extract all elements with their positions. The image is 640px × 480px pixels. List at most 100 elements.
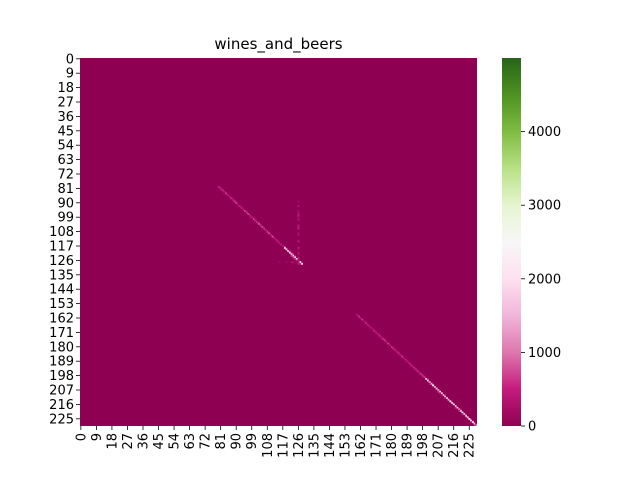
heatmap-cell — [409, 365, 412, 368]
heatmap-cell — [261, 226, 264, 228]
heatmap-cell — [297, 219, 300, 222]
heatmap-cell — [254, 218, 257, 220]
heatmap-cell — [376, 333, 379, 336]
heatmap-cell — [261, 227, 264, 230]
heatmap-cell — [271, 235, 274, 238]
heatmap-cell — [276, 240, 279, 243]
heatmap-cell — [390, 346, 393, 348]
heatmap-cell — [442, 394, 445, 396]
heatmap-cell — [240, 206, 243, 209]
heatmap-cell — [226, 194, 229, 196]
y-tick-label: 99 — [57, 211, 74, 226]
heatmap-cell — [452, 405, 455, 408]
heatmap-cell — [250, 218, 253, 220]
heatmap-cell — [407, 360, 410, 363]
heatmap-cell — [449, 398, 452, 401]
heatmap-cell — [285, 246, 288, 249]
heatmap-cell — [290, 251, 293, 254]
heatmap-cell — [369, 328, 373, 331]
heatmap-cell — [473, 424, 476, 426]
heatmap-cell — [297, 226, 300, 228]
x-tick-label: 117 — [276, 433, 291, 458]
heatmap-cell — [411, 365, 414, 368]
heatmap-cell — [264, 229, 267, 232]
heatmap-cell — [285, 248, 288, 251]
heatmap-cell — [420, 374, 423, 377]
heatmap-cell — [357, 315, 360, 318]
heatmap-cell — [295, 258, 298, 260]
heatmap-cell — [470, 421, 473, 424]
x-tick-label: 0 — [74, 433, 89, 441]
heatmap-cell — [297, 261, 300, 264]
heatmap-cell — [394, 347, 397, 350]
heatmap-cell — [257, 221, 260, 224]
heatmap-cell — [395, 350, 398, 353]
heatmap-cell — [273, 237, 276, 240]
heatmap-cell — [230, 197, 233, 200]
heatmap-cell — [414, 368, 417, 371]
y-tick-label: 36 — [57, 110, 74, 125]
heatmap-cell — [440, 394, 443, 396]
heatmap-cell — [392, 347, 395, 350]
heatmap-cell — [456, 406, 459, 409]
heatmap-cell — [219, 189, 222, 192]
colorbar-tick-label: 1000 — [528, 346, 561, 361]
heatmap-cell — [221, 189, 224, 192]
heatmap-cell — [297, 234, 300, 236]
colorbar-tick-label: 4000 — [528, 125, 561, 140]
heatmap-cell — [297, 251, 300, 254]
heatmap-cell — [471, 419, 474, 422]
heatmap-cell — [447, 398, 450, 401]
heatmap-cell — [458, 410, 461, 412]
heatmap-cell — [292, 256, 295, 259]
heatmap-cell — [445, 395, 448, 398]
heatmap-cell — [297, 258, 300, 260]
heatmap-cell — [297, 227, 300, 230]
heatmap-cell — [363, 320, 366, 323]
heatmap-cell — [297, 205, 300, 208]
x-tick-label: 144 — [323, 433, 338, 458]
x-tick-label: 27 — [121, 433, 136, 450]
heatmap-cell — [297, 248, 300, 251]
x-tick-label: 198 — [416, 433, 431, 458]
heatmap-cell — [218, 187, 221, 190]
x-tick-label: 9 — [90, 433, 105, 441]
y-tick-label: 126 — [49, 254, 74, 269]
heatmap-cell — [426, 379, 429, 382]
heatmap-cell — [454, 405, 457, 408]
heatmap-cell — [231, 198, 234, 201]
x-tick-label: 153 — [338, 433, 353, 458]
heatmap-cell — [444, 397, 447, 400]
y-tick-label: 90 — [57, 196, 74, 211]
y-tick-label: 135 — [49, 268, 74, 283]
heatmap-cell — [394, 350, 397, 353]
heatmap-cell — [432, 384, 435, 387]
heatmap-cell — [428, 382, 431, 385]
x-tick-label: 108 — [261, 433, 276, 458]
heatmap-cell — [266, 230, 269, 233]
heatmap-cell — [363, 318, 366, 321]
heatmap-cell — [375, 330, 378, 332]
heatmap-cell — [387, 342, 390, 345]
heatmap-cell — [259, 224, 262, 227]
heatmap-cell — [456, 408, 459, 411]
heatmap-cell — [387, 344, 390, 347]
heatmap-cell — [466, 416, 469, 419]
heatmap-cell — [459, 410, 462, 412]
y-tick-label: 18 — [57, 81, 74, 96]
heatmap-cell — [294, 258, 297, 260]
heatmap-cell — [471, 421, 474, 424]
heatmap-cell — [297, 224, 300, 227]
heatmap-cell — [269, 234, 272, 236]
heatmap-cell — [237, 203, 240, 206]
heatmap-cell — [401, 355, 404, 358]
y-tick-label: 72 — [57, 168, 74, 183]
y-tick-label: 198 — [49, 369, 74, 384]
heatmap-cell — [364, 322, 367, 324]
heatmap-cell — [297, 232, 300, 235]
heatmap-cell — [256, 221, 259, 224]
colorbar-gradient — [502, 58, 521, 426]
heatmap-cell — [378, 333, 381, 336]
heatmap-cell — [245, 210, 248, 212]
heatmap-cell — [240, 205, 243, 208]
